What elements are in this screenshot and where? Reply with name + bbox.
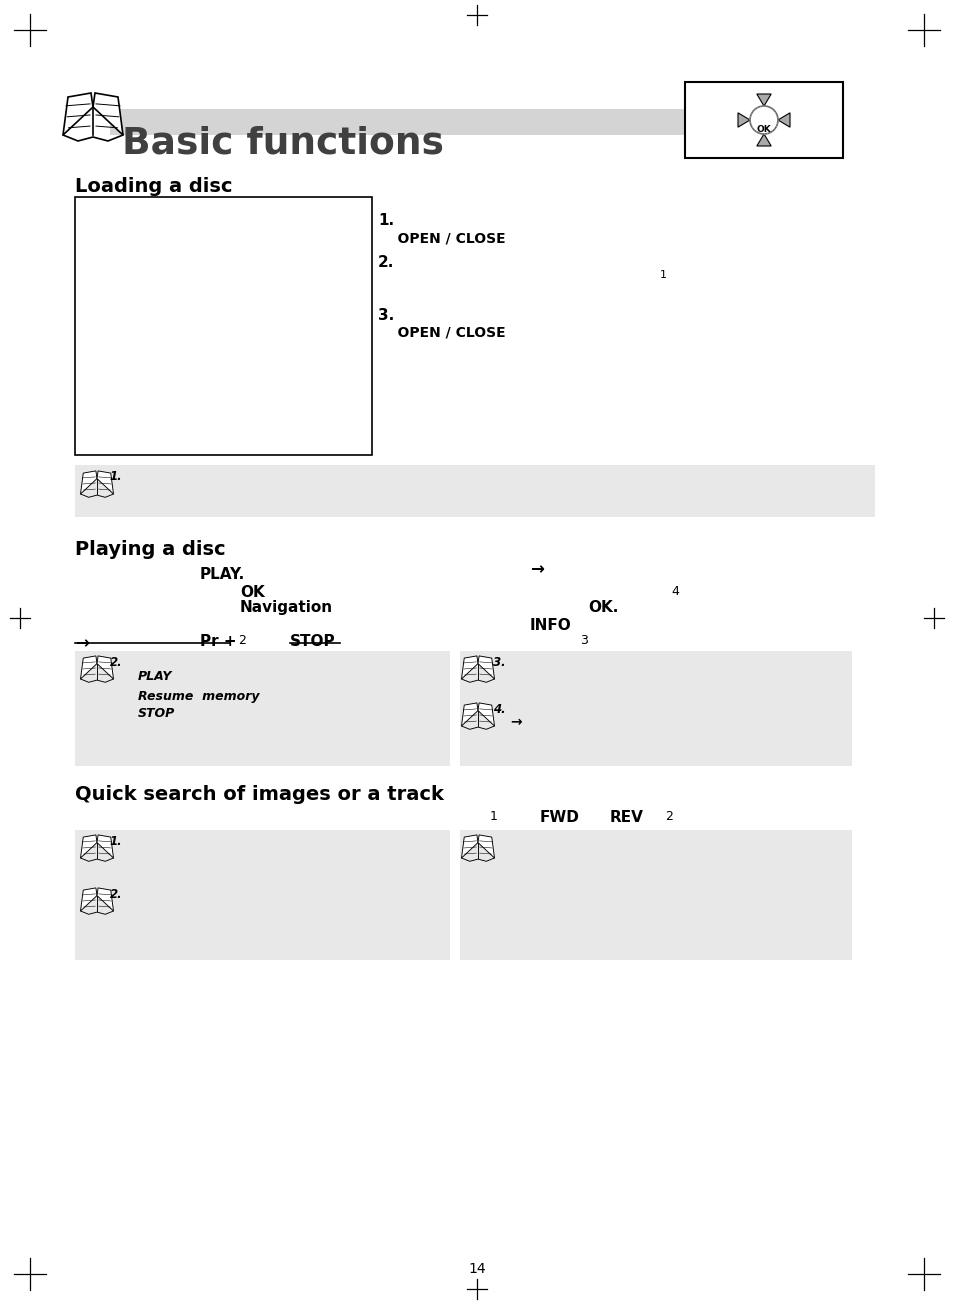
Text: 3.: 3. bbox=[493, 656, 505, 669]
Polygon shape bbox=[778, 113, 789, 128]
Polygon shape bbox=[80, 471, 97, 494]
Text: OPEN / CLOSE: OPEN / CLOSE bbox=[377, 326, 505, 340]
Polygon shape bbox=[92, 93, 123, 136]
Text: 1: 1 bbox=[490, 810, 497, 823]
Polygon shape bbox=[80, 835, 97, 858]
Polygon shape bbox=[756, 134, 770, 146]
Text: 14: 14 bbox=[468, 1262, 485, 1277]
Polygon shape bbox=[461, 703, 477, 726]
Text: FWD: FWD bbox=[539, 810, 579, 825]
Polygon shape bbox=[477, 656, 494, 679]
Polygon shape bbox=[477, 835, 494, 858]
Polygon shape bbox=[461, 656, 477, 679]
Text: STOP: STOP bbox=[290, 634, 335, 649]
Bar bbox=[684, 82, 842, 158]
Text: INFO: INFO bbox=[530, 618, 571, 632]
Circle shape bbox=[749, 106, 778, 134]
Text: OPEN / CLOSE: OPEN / CLOSE bbox=[377, 231, 505, 245]
Text: Navigation: Navigation bbox=[240, 600, 333, 615]
Polygon shape bbox=[80, 888, 97, 911]
Polygon shape bbox=[97, 888, 113, 911]
Text: →: → bbox=[530, 559, 543, 578]
Text: Playing a disc: Playing a disc bbox=[75, 540, 226, 559]
Text: Resume  memory: Resume memory bbox=[138, 690, 259, 703]
Polygon shape bbox=[80, 656, 97, 679]
Polygon shape bbox=[477, 703, 494, 726]
Text: PLAY: PLAY bbox=[138, 670, 172, 683]
Text: OK: OK bbox=[240, 585, 265, 600]
Text: 3.: 3. bbox=[377, 308, 394, 323]
Text: 4.: 4. bbox=[493, 703, 505, 716]
Bar bbox=[459, 831, 851, 960]
Text: STOP: STOP bbox=[138, 707, 175, 720]
Text: 4: 4 bbox=[670, 585, 679, 599]
Text: 2: 2 bbox=[237, 634, 246, 647]
Text: Basic functions: Basic functions bbox=[122, 126, 443, 162]
Text: 2.: 2. bbox=[110, 656, 123, 669]
Text: 1.: 1. bbox=[110, 469, 123, 482]
Bar bbox=[75, 197, 372, 455]
Polygon shape bbox=[97, 656, 113, 679]
Text: REV: REV bbox=[609, 810, 643, 825]
Text: OK.: OK. bbox=[587, 600, 618, 615]
Polygon shape bbox=[63, 93, 92, 136]
Polygon shape bbox=[97, 471, 113, 494]
Text: OK: OK bbox=[756, 124, 771, 133]
Text: →: → bbox=[510, 715, 521, 729]
Bar bbox=[75, 831, 450, 960]
Text: 3: 3 bbox=[579, 634, 587, 647]
Bar bbox=[75, 466, 874, 516]
Bar bbox=[110, 110, 700, 136]
Polygon shape bbox=[461, 835, 477, 858]
Text: →: → bbox=[75, 634, 89, 652]
Text: Pr +: Pr + bbox=[200, 634, 236, 649]
Text: 1: 1 bbox=[659, 270, 666, 280]
Bar bbox=[75, 651, 450, 765]
Polygon shape bbox=[756, 94, 770, 106]
Text: 2.: 2. bbox=[110, 888, 123, 901]
Text: PLAY.: PLAY. bbox=[200, 567, 245, 582]
Polygon shape bbox=[738, 113, 749, 128]
Bar bbox=[459, 651, 851, 765]
Text: 1.: 1. bbox=[110, 835, 123, 848]
Text: 1.: 1. bbox=[377, 213, 394, 228]
Text: Loading a disc: Loading a disc bbox=[75, 177, 233, 196]
Text: 2.: 2. bbox=[377, 256, 394, 270]
Text: 2: 2 bbox=[664, 810, 672, 823]
Text: Quick search of images or a track: Quick search of images or a track bbox=[75, 785, 443, 805]
Polygon shape bbox=[97, 835, 113, 858]
